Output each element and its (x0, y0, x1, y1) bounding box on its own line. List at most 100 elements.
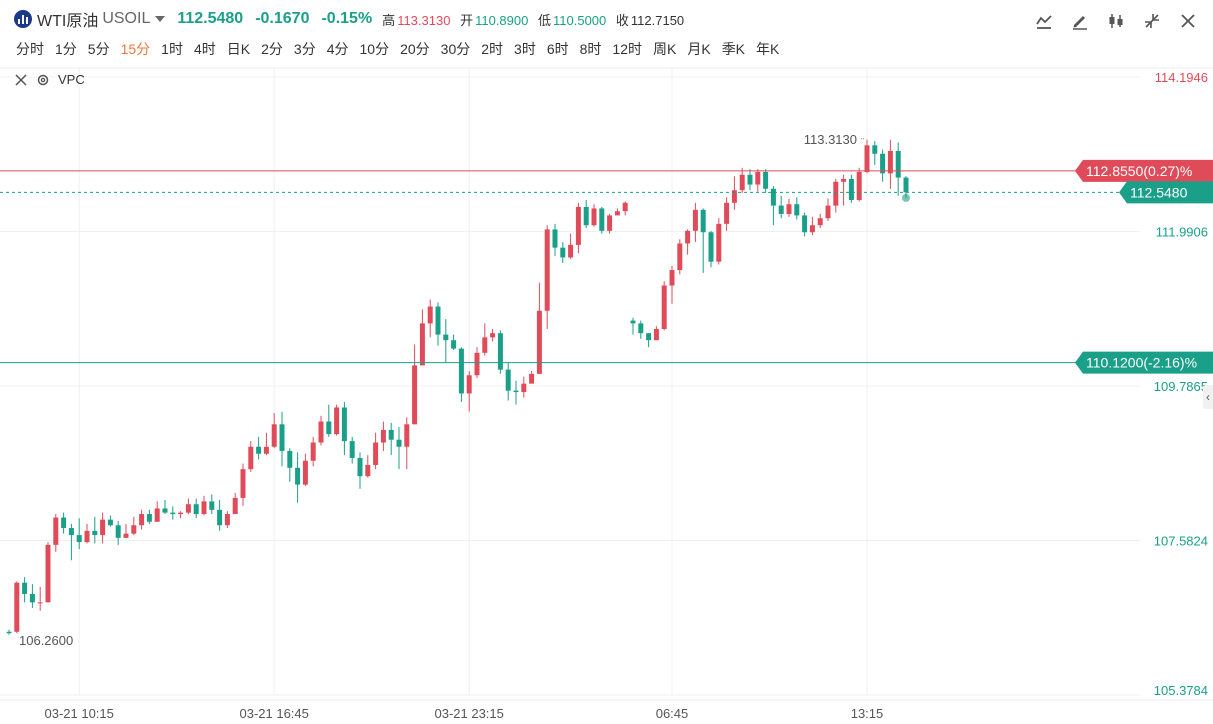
candle-body (107, 519, 113, 526)
gear-icon[interactable] (36, 73, 50, 87)
line-chart-icon (1036, 15, 1052, 29)
toolbar (1029, 8, 1203, 34)
candle-body (529, 373, 535, 384)
close-value: 112.7150 (630, 12, 685, 28)
candle-body (14, 582, 20, 632)
candle-body (37, 602, 43, 604)
period-tab[interactable]: 年K (756, 41, 780, 57)
candle-body (903, 177, 909, 193)
study-legend: VPC (14, 72, 85, 87)
period-tab[interactable]: 月K (687, 41, 711, 57)
axis-labels: 114.1946 111.9906 109.7865 107.5824 105.3784… (19, 70, 1208, 721)
period-tab[interactable]: 30分 (440, 41, 471, 57)
candle-body (451, 340, 457, 349)
candle-body (84, 530, 90, 543)
candle-body (404, 424, 410, 447)
candle-body (825, 205, 831, 219)
candle-body (154, 508, 160, 522)
x-tick-label: 13:15 (851, 706, 884, 721)
candle-body (396, 439, 402, 447)
candle-style-button[interactable] (1101, 8, 1131, 34)
candle-body (29, 593, 35, 603)
pencil-icon (1073, 16, 1087, 30)
chevron-left-icon[interactable]: ‹ (1203, 385, 1213, 409)
symbol-code[interactable]: USOIL (102, 10, 151, 27)
candle-body (419, 323, 425, 366)
period-tab[interactable]: 5分 (87, 41, 110, 57)
last-price: 112.5480 (177, 10, 244, 27)
period-tab[interactable]: 10分 (359, 41, 390, 57)
candle-body (708, 232, 714, 262)
candle-body (341, 407, 347, 442)
candle-body (544, 229, 550, 311)
period-tab[interactable]: 周K (653, 41, 677, 57)
period-tab[interactable]: 6时 (546, 41, 569, 57)
candle-body (248, 446, 254, 470)
candle-body (599, 208, 605, 231)
price-tag-label: 110.1200(-2.16)% (1086, 355, 1197, 371)
candle-body (692, 209, 698, 231)
chevron-down-icon[interactable] (155, 16, 166, 22)
candle-body (872, 145, 878, 154)
line-chart-button[interactable] (1029, 8, 1059, 34)
candle-body (864, 145, 870, 172)
candle-body (240, 469, 246, 498)
candle-body (763, 171, 769, 189)
shrink-icon (1145, 14, 1159, 28)
candle-body (817, 218, 823, 226)
period-tab[interactable]: 日K (226, 41, 251, 57)
candle-body (755, 171, 761, 185)
candle-body (458, 348, 464, 394)
candle-body (505, 369, 511, 391)
ohlc-readout: 高 113.3130 开 110.8900 低 110.5000 收 112.7150 (382, 10, 684, 29)
x-tick-label: 03-21 23:15 (434, 706, 503, 721)
candle-body (747, 174, 753, 185)
period-tab[interactable]: 1分 (55, 41, 77, 57)
candle-body (76, 535, 82, 543)
candle-body (45, 544, 51, 603)
candle-body (669, 270, 675, 286)
period-tab[interactable]: 8时 (579, 41, 602, 57)
period-tab[interactable]: 1时 (161, 41, 183, 57)
candle-body (131, 525, 137, 534)
candle-body (521, 383, 527, 393)
period-tab[interactable]: 4分 (326, 41, 349, 57)
candle-body (201, 501, 207, 515)
period-tab[interactable]: 季K (721, 41, 746, 57)
period-tab[interactable]: 2分 (261, 41, 283, 57)
period-tab[interactable]: 12时 (612, 41, 642, 57)
candle-body (209, 501, 215, 510)
candle-body (310, 442, 316, 461)
candle-body (638, 323, 644, 334)
candle-body (552, 229, 558, 248)
candle-body (193, 504, 199, 515)
draw-button[interactable] (1065, 8, 1095, 34)
shrink-button[interactable] (1137, 8, 1167, 34)
candle-body (731, 190, 737, 203)
candle-body (482, 337, 488, 353)
close-icon[interactable] (14, 73, 28, 87)
candle-body (607, 215, 613, 231)
period-tab[interactable]: 分时 (16, 41, 44, 57)
period-tab[interactable]: 3分 (293, 41, 316, 57)
candle-body (513, 390, 519, 393)
candle-body (841, 178, 847, 182)
open-label: 开 (460, 12, 474, 28)
close-chart-button[interactable] (1173, 8, 1203, 34)
period-tab[interactable]: 2时 (481, 41, 504, 57)
candle-body (100, 519, 106, 536)
y-tick-label: 105.3784 (1154, 683, 1208, 698)
candle-body (6, 631, 12, 634)
period-tab[interactable]: 3时 (514, 41, 536, 57)
candle-body (622, 202, 628, 212)
period-tab[interactable]: 4时 (193, 41, 216, 57)
period-tab[interactable]: 20分 (400, 41, 430, 57)
candle-body (115, 525, 121, 538)
candle-body (770, 188, 776, 206)
candle-body (591, 208, 597, 226)
candle-body (334, 407, 340, 435)
period-tab[interactable]: 15分 (120, 41, 151, 57)
y-tick-label: 107.5824 (1154, 534, 1208, 549)
symbol-name[interactable]: WTI原油 (37, 13, 99, 30)
